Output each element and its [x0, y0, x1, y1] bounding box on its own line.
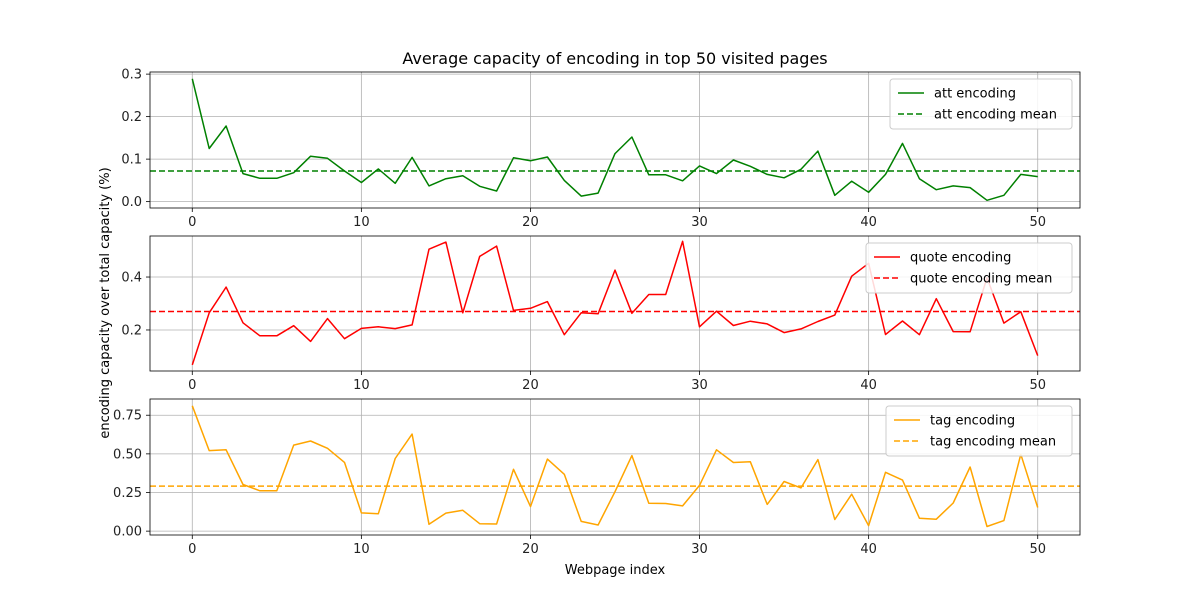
series-line — [191, 78, 1038, 202]
x-tick-label: 20 — [522, 215, 539, 230]
x-tick-label: 30 — [691, 378, 708, 393]
legend: tag encoding tag encoding mean — [885, 405, 1073, 457]
legend-label: tag encoding mean — [930, 435, 1056, 450]
x-tick-label: 0 — [188, 215, 196, 230]
y-tick-label: 0.00 — [113, 525, 142, 540]
y-tick-label: 0.3 — [121, 68, 142, 83]
x-tick-label: 50 — [1029, 215, 1046, 230]
y-tick-label: 0.75 — [113, 409, 142, 424]
legend: att encoding att encoding mean — [889, 78, 1073, 130]
y-axis-label: encoding capacity over total capacity (%… — [98, 167, 113, 438]
y-tick-label: 0.0 — [121, 195, 142, 210]
legend-label: att encoding mean — [934, 108, 1057, 123]
legend-box — [865, 242, 1073, 294]
y-tick-label: 0.4 — [121, 271, 142, 286]
legend-label: tag encoding — [930, 414, 1015, 429]
x-tick-label: 10 — [353, 378, 370, 393]
x-tick-label: 0 — [188, 542, 196, 557]
y-tick-label: 0.2 — [121, 110, 142, 125]
axes-frame — [149, 71, 1081, 209]
series-line — [191, 405, 1039, 528]
legend-label: quote encoding mean — [910, 272, 1052, 287]
y-tick-label: 0.50 — [113, 447, 142, 462]
x-tick-label: 10 — [353, 215, 370, 230]
x-tick-label: 30 — [691, 215, 708, 230]
x-tick-label: 40 — [860, 215, 877, 230]
x-tick-label: 40 — [860, 378, 877, 393]
x-tick-label: 30 — [691, 542, 708, 557]
y-tick-label: 0.25 — [113, 486, 142, 501]
y-tick-label: 0.1 — [121, 153, 142, 168]
x-tick-label: 40 — [860, 542, 877, 557]
axes-frame — [149, 235, 1081, 372]
axes-frame — [149, 398, 1081, 536]
x-tick-label: 20 — [522, 542, 539, 557]
x-tick-label: 50 — [1029, 378, 1046, 393]
legend: quote encoding quote encoding mean — [865, 242, 1073, 294]
x-axis-label: Webpage index — [565, 563, 666, 578]
x-tick-label: 0 — [188, 378, 196, 393]
legend-box — [885, 405, 1073, 457]
x-tick-label: 10 — [353, 542, 370, 557]
y-tick-label: 0.2 — [121, 323, 142, 338]
x-tick-label: 50 — [1029, 542, 1046, 557]
series-line — [191, 240, 1039, 366]
legend-label: att encoding — [934, 87, 1016, 102]
legend-label: quote encoding — [910, 251, 1011, 266]
legend-box — [889, 78, 1073, 130]
x-tick-label: 20 — [522, 378, 539, 393]
subplot-3: 0 10 20 30 40 500.000.250.500.75 tag encodingt… — [113, 398, 1081, 557]
chart-title: Average capacity of encoding in top 50 v… — [402, 49, 827, 68]
